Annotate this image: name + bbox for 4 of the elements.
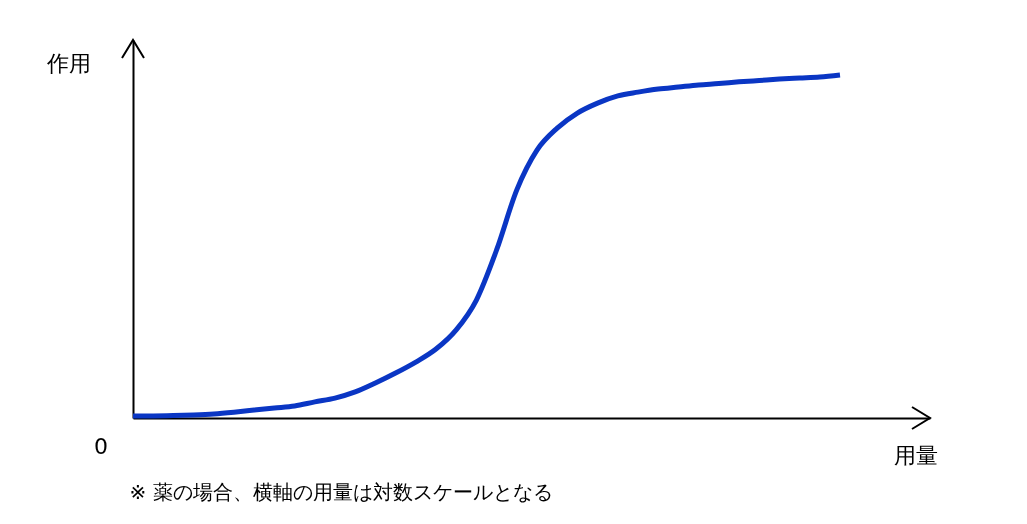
y-axis-title: 作用 [45, 50, 91, 76]
text: 0 [94, 434, 108, 459]
x-axis-title: 用量 [893, 442, 938, 468]
text: ※ 薬の場合、横軸の用量は対数スケールとなる [129, 480, 553, 504]
